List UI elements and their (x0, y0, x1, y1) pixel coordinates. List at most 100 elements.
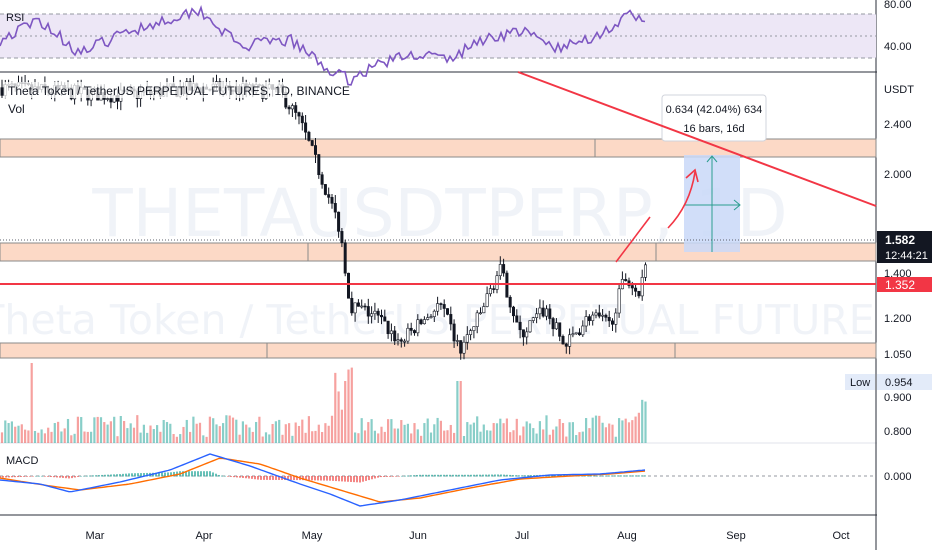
zone-lower (0, 342, 877, 359)
candle-body (462, 341, 466, 354)
macd-hist-bar (296, 476, 298, 481)
volume-bar (142, 424, 145, 443)
volume-bar (175, 436, 178, 443)
volume-bar (512, 430, 515, 443)
macd-hist-bar (452, 474, 454, 477)
volume-bar (433, 424, 436, 443)
volume-bar (129, 423, 132, 443)
volume-bar (165, 422, 169, 443)
macd-hist-bar (203, 471, 205, 477)
descending-trendline[interactable] (517, 71, 877, 207)
candle-body (373, 310, 377, 315)
volume-bar (499, 418, 502, 443)
macd-hist-bar (356, 476, 358, 483)
macd-hist-bar (287, 476, 289, 481)
macd-hist-bar (608, 475, 610, 477)
level-price-badge (877, 277, 932, 292)
macd-hist-bar (242, 476, 244, 478)
candle-body (340, 231, 344, 244)
breakout-trendline[interactable] (615, 216, 651, 263)
macd-hist-bar (227, 476, 229, 477)
candle-body (518, 321, 522, 331)
candle-body (584, 316, 588, 327)
volume-bar (284, 424, 287, 443)
volume-bar (123, 420, 126, 443)
macd-hist-bar (191, 471, 193, 477)
candle-body (535, 313, 539, 318)
volume-bar (601, 422, 604, 443)
rsi-pane: RSI (0, 5, 876, 86)
volume-bar (7, 423, 10, 443)
macd-hist-bar (206, 471, 208, 477)
volume-bar (238, 434, 241, 443)
measure-tool[interactable]: 0.634 (42.04%) 634 16 bars, 16d (661, 94, 767, 252)
macd-hist-bar (185, 471, 187, 477)
rsi-tick-40: 40.00 (884, 41, 912, 53)
volume-bar (195, 423, 198, 443)
volume-bar (17, 425, 20, 443)
candle-body (591, 314, 595, 321)
volume-bar (548, 434, 551, 443)
macd-label: MACD (6, 455, 38, 467)
volume-bar (152, 429, 155, 443)
candle-body (360, 305, 364, 308)
projection-arrow[interactable] (667, 168, 699, 229)
watermark-ticker: THETAUSDTPERP, 1D (91, 175, 787, 252)
candle-body (393, 330, 397, 342)
macd-hist-bar (386, 476, 388, 477)
volume-bar (40, 429, 43, 443)
candle-body (287, 106, 291, 110)
macd-hist-bar (266, 476, 268, 480)
macd-hist-bar (377, 476, 379, 478)
macd-hist-bar (62, 476, 64, 478)
macd-hist-bar (137, 473, 139, 477)
macd-hist-bar (248, 476, 250, 479)
candle-body (310, 140, 314, 146)
macd-hist-bar (257, 476, 259, 480)
volume-bar (466, 422, 469, 443)
volume-bar (505, 418, 508, 443)
volume-bar (476, 416, 479, 443)
volume-bar (519, 435, 522, 443)
time-tick-aug: Aug (617, 530, 637, 542)
macd-hist-bar (416, 474, 418, 477)
volume-bar (228, 415, 231, 443)
candle-body (426, 317, 430, 320)
macd-hist-bar (479, 474, 481, 477)
macd-hist-bar (632, 475, 634, 477)
macd-hist-bar (47, 476, 49, 477)
macd-hist-bar (2, 476, 4, 478)
volume-bar (532, 428, 535, 443)
macd-hist-bar (449, 474, 451, 477)
macd-histogram (0, 471, 646, 483)
support-resistance-zones (0, 138, 877, 359)
volume-bar (222, 423, 225, 443)
price-axis[interactable]: 80.00 40.00 USDT 2.400 2.000 1.400 1.200… (845, 0, 932, 550)
volume-bar (192, 416, 195, 443)
volume-bar (627, 422, 631, 443)
volume-bar (337, 391, 340, 443)
candle-body (528, 320, 532, 333)
volume-bar (288, 423, 291, 443)
time-axis[interactable]: Mar Apr May Jun Jul Aug Sep Oct (86, 530, 850, 542)
candle-body (409, 327, 413, 331)
volume-bar (439, 420, 442, 443)
volume-bar (245, 424, 248, 443)
macd-hist-bar (236, 476, 238, 478)
macd-hist-bar (74, 476, 76, 478)
macd-hist-bar (98, 475, 100, 477)
macd-hist-bar (275, 476, 277, 480)
macd-hist-bar (515, 475, 517, 477)
volume-bar (571, 422, 574, 443)
candle-body (538, 307, 542, 315)
candle-body (300, 115, 304, 124)
low-label-box (845, 374, 875, 390)
volume-bar (317, 424, 320, 443)
macd-hist-bar (626, 475, 628, 477)
macd-hist-bar (119, 474, 121, 477)
macd-hist-bar (272, 476, 274, 480)
volume-bar (479, 431, 482, 443)
macd-hist-bar (329, 476, 331, 481)
candle-body (429, 316, 433, 318)
